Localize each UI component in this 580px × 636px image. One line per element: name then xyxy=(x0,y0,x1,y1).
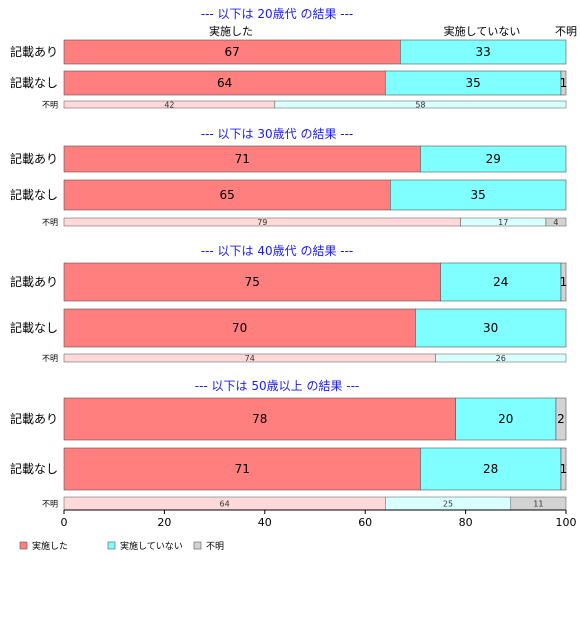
group-0-row-1-label: 記載なし xyxy=(10,75,58,90)
group-1-row-2-value-done: 79 xyxy=(257,218,267,227)
group-0-row-2-label: 不明 xyxy=(42,101,58,110)
group-1-row-0-value-done: 71 xyxy=(235,152,250,166)
group-2-row-2-bar-not-done xyxy=(435,353,567,363)
group-2-row-2-value-done: 74 xyxy=(245,354,255,363)
group-3-row-1-bar-not-done xyxy=(420,447,562,491)
group-3-row-0-bar-unknown xyxy=(555,397,567,441)
x-tick-label-0: 0 xyxy=(61,516,68,529)
group-3-row-0-label: 記載あり xyxy=(10,411,58,426)
group-1-row-0-value-not-done: 29 xyxy=(486,152,501,166)
group-0-row-1-value-unknown: 1 xyxy=(560,76,568,90)
group-2-row-1-bar-not-done xyxy=(415,308,567,348)
group-3-row-0-bar-not-done xyxy=(455,397,557,441)
legend-label-unknown: 不明 xyxy=(206,541,224,552)
legend-swatch-not-done xyxy=(107,541,116,550)
group-2-row-1-label: 記載なし xyxy=(10,320,58,335)
group-2-row-0-value-done: 75 xyxy=(245,275,260,289)
group-1-row-1-bar-done xyxy=(63,179,391,211)
group-title-1: --- 以下は 30歳代 の結果 --- xyxy=(201,127,354,141)
group-2-row-2-value-not-done: 26 xyxy=(496,354,506,363)
group-title-0: --- 以下は 20歳代 の結果 --- xyxy=(201,7,354,21)
group-2-row-0-bar-unknown xyxy=(560,262,567,302)
group-1-row-0-label: 記載あり xyxy=(10,151,58,166)
group-3-row-0-value-not-done: 20 xyxy=(498,412,513,426)
group-2-row-1-value-done: 70 xyxy=(232,321,247,335)
group-1-row-0-bar-not-done xyxy=(420,145,567,173)
group-0-row-2-value-not-done: 58 xyxy=(415,101,425,110)
group-title-2: --- 以下は 40歳代 の結果 --- xyxy=(201,244,354,258)
group-0-row-1-bar-not-done xyxy=(384,70,562,96)
group-0-row-0-label: 記載あり xyxy=(10,44,58,59)
group-0-row-2-value-done: 42 xyxy=(164,101,174,110)
group-3-row-1-bar-done xyxy=(63,447,421,491)
group-2-row-0-value-not-done: 24 xyxy=(493,275,508,289)
group-1-row-2-value-not-done: 17 xyxy=(498,218,508,227)
group-3-row-1-label: 記載なし xyxy=(10,461,58,476)
group-3-row-1-value-not-done: 28 xyxy=(483,462,498,476)
group-3-row-1-value-unknown: 1 xyxy=(560,462,568,476)
group-0-row-0-value-done: 67 xyxy=(225,45,240,59)
group-2-row-0-bar-not-done xyxy=(440,262,562,302)
group-0-row-1-bar-done xyxy=(63,70,386,96)
group-1-row-2-value-unknown: 4 xyxy=(553,218,558,227)
x-tick-label-40: 40 xyxy=(258,516,272,529)
group-title-3: --- 以下は 50歳以上 の結果 --- xyxy=(195,379,360,393)
column-header-unknown: 不明 xyxy=(555,25,577,38)
group-1-row-1-value-done: 65 xyxy=(220,188,235,202)
group-0-row-0-value-not-done: 33 xyxy=(476,45,491,59)
group-0-row-1-bar-unknown xyxy=(560,70,567,96)
column-header-done: 実施した xyxy=(209,24,253,38)
group-3-row-0-value-unknown: 2 xyxy=(557,412,565,426)
group-0-row-0-bar-done xyxy=(63,39,401,65)
x-tick-label-60: 60 xyxy=(358,516,372,529)
group-3-row-0-bar-done xyxy=(63,397,456,441)
group-1-row-1-value-not-done: 35 xyxy=(471,188,486,202)
group-3-row-2-value-not-done: 25 xyxy=(443,500,453,509)
group-1-row-1-label: 記載なし xyxy=(10,187,58,202)
group-3-row-1-value-done: 71 xyxy=(235,462,250,476)
legend-label-not-done: 実施していない xyxy=(120,540,183,552)
group-0-row-1-value-not-done: 35 xyxy=(465,76,480,90)
group-2-row-1-value-not-done: 30 xyxy=(483,321,498,335)
group-3-row-0-value-done: 78 xyxy=(252,412,267,426)
group-0-row-2-bar-not-done xyxy=(274,100,567,109)
legend-swatch-unknown xyxy=(193,541,202,550)
column-header-not-done: 実施していない xyxy=(444,24,521,38)
x-tick-label-20: 20 xyxy=(157,516,171,529)
group-0-row-0-bar-not-done xyxy=(400,39,567,65)
group-1-row-2-bar-unknown xyxy=(545,217,567,227)
group-1-row-2-label: 不明 xyxy=(42,218,58,227)
group-3-row-2-value-unknown: 11 xyxy=(533,500,543,509)
x-tick-label-100: 100 xyxy=(556,516,577,529)
legend-label-done: 実施した xyxy=(32,540,68,552)
group-3-row-1-bar-unknown xyxy=(560,447,567,491)
group-2-row-2-label: 不明 xyxy=(42,354,58,363)
group-1-row-1-bar-not-done xyxy=(389,179,567,211)
group-2-row-0-label: 記載あり xyxy=(10,274,58,289)
group-2-row-1-bar-done xyxy=(63,308,416,348)
group-3-row-2-value-done: 64 xyxy=(220,500,230,509)
group-3-row-2-label: 不明 xyxy=(42,500,58,509)
group-0-row-1-value-done: 64 xyxy=(217,76,232,90)
legend-swatch-done xyxy=(19,541,28,550)
group-1-row-0-bar-done xyxy=(63,145,421,173)
group-2-row-0-bar-done xyxy=(63,262,441,302)
x-tick-label-80: 80 xyxy=(459,516,473,529)
group-2-row-0-value-unknown: 1 xyxy=(560,275,568,289)
